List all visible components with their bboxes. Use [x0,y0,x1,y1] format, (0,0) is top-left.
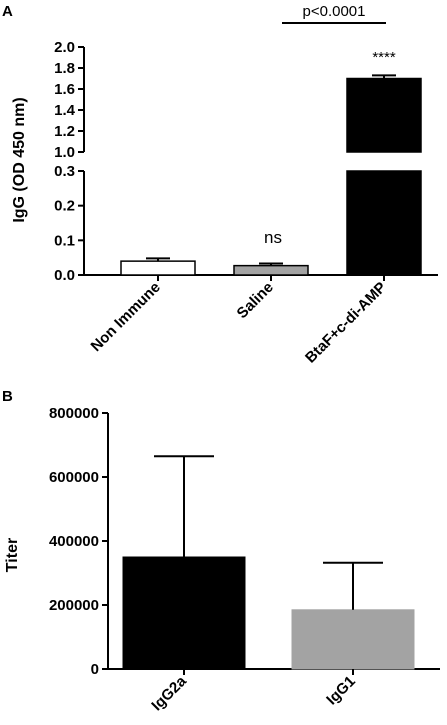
btaf-significance: **** [372,49,396,66]
y-tick-label: 1.6 [54,81,75,98]
y-tick-label: 0.0 [54,267,75,284]
y-tick-label: 0.1 [54,232,75,249]
y-tick-label: 800000 [49,405,99,422]
panel-b-x-labels: IgG2a IgG1 [148,669,359,714]
bar [233,264,309,276]
panel-a-x-labels: Non Immune Saline BtaF+c-di-AMP [88,275,390,367]
panel-b-bars [122,455,415,670]
x-tick-label: IgG1 [323,673,359,709]
y-tick-label: 1.2 [54,123,75,140]
panel-b-ticks: 0 200000 400000 600000 800000 [49,405,108,678]
saline-significance: ns [264,228,282,247]
y-tick-label: 1.0 [54,144,75,161]
y-tick-label: 0 [91,661,99,678]
comparison-p-value: p<0.0001 [303,3,366,20]
y-tick-label: 400000 [49,533,99,550]
bar [346,77,422,153]
x-tick-label: IgG2a [148,672,190,714]
bar [120,260,196,276]
panel-a: A IgG (OD 450 nm) 0.0 0.1 0.2 0.3 1.0 1.2 1.4 1… [2,3,438,367]
y-tick-label: 0.3 [54,163,75,180]
y-tick-label: 200000 [49,597,99,614]
y-tick-label: 1.4 [54,102,76,119]
y-tick-label: 600000 [49,469,99,486]
x-tick-label: BtaF+c-di-AMP [302,279,390,367]
y-tick-label: 2.0 [54,39,75,56]
y-tick-label: 1.8 [54,60,75,77]
bar-lower-segment [346,170,422,276]
panel-a-ylabel: IgG (OD 450 nm) [11,97,28,222]
x-tick-label: Non Immune [88,279,164,355]
panel-a-label: A [2,3,13,20]
y-tick-label: 0.2 [54,198,75,215]
panel-a-bars [120,74,422,276]
bar [122,556,246,670]
panel-b-ylabel: Titer [4,538,21,572]
x-tick-label: Saline [234,279,277,322]
bar [291,609,415,670]
panel-a-ticks: 0.0 0.1 0.2 0.3 1.0 1.2 1.4 1.6 1.8 2.0 [54,39,84,284]
panel-b-label: B [2,388,13,405]
